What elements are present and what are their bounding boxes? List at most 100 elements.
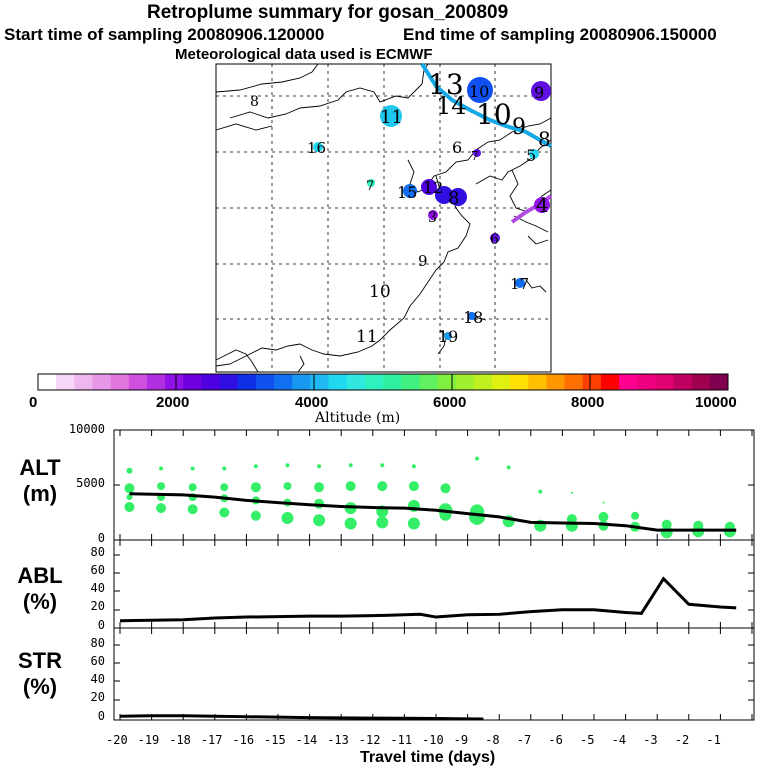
x-axis-label: Travel time (days) <box>360 749 496 766</box>
marker-teal-7 <box>367 179 375 187</box>
str-label-line2: (%) <box>22 674 58 699</box>
colorbar-cell <box>455 374 475 390</box>
alt-scatter-point <box>220 494 229 503</box>
colorbar-cell <box>673 374 693 390</box>
alt-scatter-point <box>570 491 573 494</box>
map-gridlines <box>216 64 551 372</box>
trajectory-lines <box>420 62 553 224</box>
marker-cyan-5 <box>529 149 539 159</box>
colorbar-cell <box>146 374 166 390</box>
trajectory-markers <box>313 77 551 340</box>
alt-scatter-point <box>313 514 326 527</box>
map-label: 17 <box>510 275 529 293</box>
alt-ytick: 0 <box>97 531 105 545</box>
alt-scatter-point <box>566 514 577 525</box>
alt-scatter-point <box>281 512 294 524</box>
map-label: 8 <box>538 127 551 151</box>
colorbar-cell <box>255 374 275 390</box>
map-label: 5 <box>526 146 536 165</box>
str-panel-frame <box>113 627 755 721</box>
colorbar-cell <box>419 374 438 390</box>
x-tick-label: -1 <box>706 733 721 747</box>
map-label: 9 <box>512 115 526 140</box>
colorbar-cell <box>619 374 638 390</box>
x-tick-label: -13 <box>327 733 349 747</box>
alt-scatter-point <box>438 503 453 518</box>
colorbar-cell <box>491 374 511 390</box>
alt-scatter-point <box>377 481 388 492</box>
trajectory-blue <box>420 62 552 148</box>
map-label: 15 <box>397 183 417 202</box>
map-label: 7 <box>366 179 374 194</box>
alt-panel-label: ALT (m) <box>10 455 70 507</box>
alt-scatter-point <box>283 482 292 491</box>
marker-blue-17 <box>515 278 525 288</box>
alt-scatter-point <box>470 504 485 519</box>
alt-scatter-point <box>348 463 353 468</box>
str-panel-label: STR (%) <box>10 648 70 700</box>
colorbar-cell <box>110 374 130 390</box>
x-tick-label: -5 <box>580 733 595 747</box>
alt-scatter-point <box>190 466 195 471</box>
alt-label-line2: (m) <box>22 481 58 506</box>
alt-scatter-point <box>250 510 261 521</box>
alt-scatter-point <box>602 501 605 504</box>
marker-indigo-a <box>435 186 453 204</box>
alt-scatter-point <box>502 515 515 528</box>
x-tick-label: -15 <box>264 733 286 747</box>
map-label: 16 <box>307 139 326 157</box>
map-coastline <box>215 63 552 373</box>
str-ytick: 0 <box>97 709 105 723</box>
str-ytick: 80 <box>90 636 105 650</box>
colorbar-cell <box>38 374 57 390</box>
colorbar-cell <box>310 374 330 390</box>
abl-label-line2: (%) <box>22 589 58 614</box>
colorbar-tick: 10000 <box>695 394 737 411</box>
marker-cyan-11 <box>380 105 402 127</box>
colorbar-cell <box>292 374 311 390</box>
colorbar-cell <box>328 374 348 390</box>
colorbar-cell <box>274 374 293 390</box>
marker-purple-9 <box>531 81 551 101</box>
x-tick-label: -17 <box>200 733 223 747</box>
colorbar-cell <box>637 374 656 390</box>
alt-scatter-point <box>660 526 673 539</box>
map-label: 14 <box>436 92 467 120</box>
map-label: 10 <box>476 98 512 131</box>
marker-purple-4 <box>534 197 550 213</box>
colorbar-tick: 0 <box>29 394 38 411</box>
colorbar-tick: 6000 <box>433 394 467 411</box>
colorbar-cell <box>56 374 75 390</box>
alt-scatter-point <box>407 517 420 530</box>
abl-ytick: 20 <box>90 599 105 613</box>
alt-scatter-point <box>376 505 389 518</box>
marker-indigo-b <box>449 188 467 206</box>
alt-scatter-point <box>407 499 420 512</box>
colorbar-cell <box>473 374 493 390</box>
marker-blue-19 <box>444 332 452 340</box>
alt-scatter-point <box>439 508 452 521</box>
map-label: 9 <box>534 83 544 102</box>
alt-scatter-point <box>251 496 260 505</box>
x-tick-label: -8 <box>485 733 500 747</box>
colorbar-cell <box>564 374 584 390</box>
colorbar-cell <box>691 374 711 390</box>
colorbar-cell <box>74 374 93 390</box>
map-label: 12 <box>423 178 443 197</box>
alt-scatter-point <box>344 502 357 515</box>
alt-scatter-point <box>157 493 166 502</box>
alt-scatter-point <box>631 511 640 520</box>
abl-panel-label: ABL (%) <box>10 563 70 615</box>
colorbar-tick: 8000 <box>571 394 605 411</box>
alt-scatter-point <box>126 467 133 474</box>
map-label: 13 <box>428 68 464 101</box>
alt-scatter-point <box>285 463 290 468</box>
marker-blue-15 <box>403 184 417 198</box>
alt-scatter-point <box>344 517 357 530</box>
colorbar-cell <box>437 374 457 390</box>
abl-ytick: 60 <box>90 563 105 577</box>
map-label: 6 <box>490 232 499 248</box>
colorbar-cell <box>92 374 112 390</box>
